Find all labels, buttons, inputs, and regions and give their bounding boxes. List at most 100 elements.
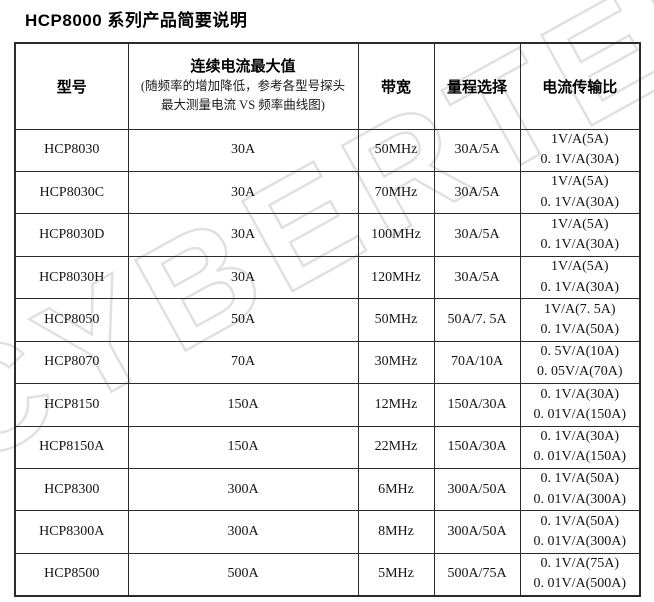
bandwidth-cell: 22MHz [357,425,435,470]
bandwidth-cell: 70MHz [357,170,435,215]
bandwidth-cell: 50MHz [357,128,435,172]
column-header-max-current: 连续电流最大值 (随频率的增加降低，参考各型号探头 最大测量电流 VS 频率曲线… [127,42,359,130]
table-row: HCP8030D 30A 100MHz 30A/5A 1V/A(5A) 0. 1… [14,213,641,257]
range-cell: 70A/10A [433,340,521,385]
ratio-line-1: 1V/A(5A) [550,216,609,232]
ratio-line-2: 0. 1V/A(30A) [540,279,620,295]
model-cell: HCP8050 [14,298,129,342]
range-cell: 50A/7. 5A [433,298,521,342]
header-row: 型号 连续电流最大值 (随频率的增加降低，参考各型号探头 最大测量电流 VS 频… [14,42,641,130]
column-header-bandwidth: 带宽 [357,42,435,130]
table-row: HCP8030 30A 50MHz 30A/5A 1V/A(5A) 0. 1V/… [14,128,641,172]
ratio-line-2: 0. 1V/A(30A) [540,152,620,168]
ratio-line-2: 0. 01V/A(150A) [533,406,627,422]
model-cell: HCP8300A [14,510,129,554]
range-cell: 150A/30A [433,383,521,427]
range-cell: 30A/5A [433,128,521,172]
ratio-line-2: 0. 01V/A(500A) [533,576,627,592]
table-row: HCP8150A 150A 22MHz 150A/30A 0. 1V/A(30A… [14,425,641,470]
bandwidth-cell: 50MHz [357,298,435,342]
max-current-cell: 300A [127,510,359,554]
max-current-cell: 150A [127,383,359,427]
ratio-line-1: 0. 1V/A(75A) [540,556,620,572]
ratio-line-2: 0. 01V/A(300A) [533,534,627,550]
model-cell: HCP8150A [14,425,129,470]
bandwidth-cell: 5MHz [357,552,435,597]
column-header-range-label: 量程选择 [446,78,507,96]
max-current-cell: 30A [127,170,359,215]
ratio-cell: 0. 1V/A(50A) 0. 01V/A(300A) [519,510,641,554]
max-current-note-line2: 最大测量电流 VS 频率曲线图) [161,98,325,113]
table-row: HCP8150 150A 12MHz 150A/30A 0. 1V/A(30A)… [14,383,641,427]
ratio-line-1: 0. 5V/A(10A) [540,344,620,360]
max-current-cell: 150A [127,425,359,470]
range-cell: 30A/5A [433,170,521,215]
bandwidth-cell: 120MHz [357,255,435,300]
ratio-line-1: 0. 1V/A(50A) [540,513,620,529]
ratio-line-2: 0. 01V/A(150A) [533,449,627,465]
model-cell: HCP8300 [14,467,129,512]
column-header-range: 量程选择 [433,42,521,130]
ratio-cell: 0. 1V/A(30A) 0. 01V/A(150A) [519,383,641,427]
table-row: HCP8300A 300A 8MHz 300A/50A 0. 1V/A(50A)… [14,510,641,554]
range-cell: 150A/30A [433,425,521,470]
model-cell: HCP8030D [14,213,129,257]
max-current-cell: 500A [127,552,359,597]
ratio-cell: 1V/A(5A) 0. 1V/A(30A) [519,128,641,172]
model-cell: HCP8030H [14,255,129,300]
ratio-cell: 1V/A(7. 5A) 0. 1V/A(50A) [519,298,641,342]
ratio-line-1: 1V/A(5A) [550,174,609,190]
column-header-model: 型号 [14,42,129,130]
ratio-cell: 1V/A(5A) 0. 1V/A(30A) [519,170,641,215]
max-current-title: 连续电流最大值 [190,58,296,76]
ratio-line-1: 1V/A(5A) [550,131,609,147]
max-current-cell: 50A [127,298,359,342]
max-current-cell: 30A [127,255,359,300]
spec-table-body: HCP8030 30A 50MHz 30A/5A 1V/A(5A) 0. 1V/… [14,128,641,597]
max-current-cell: 300A [127,467,359,512]
column-header-ratio: 电流传输比 [519,42,641,130]
table-row: HCP8030C 30A 70MHz 30A/5A 1V/A(5A) 0. 1V… [14,170,641,215]
bandwidth-cell: 30MHz [357,340,435,385]
model-cell: HCP8500 [14,552,129,597]
ratio-line-2: 0. 01V/A(300A) [533,491,627,507]
page-title: HCP8000 系列产品简要说明 [25,11,248,30]
range-cell: 300A/50A [433,467,521,512]
ratio-line-2: 0. 1V/A(30A) [540,194,620,210]
max-current-cell: 30A [127,213,359,257]
model-cell: HCP8030C [14,170,129,215]
max-current-cell: 30A [127,128,359,172]
ratio-line-1: 1V/A(5A) [550,259,609,275]
ratio-cell: 0. 1V/A(30A) 0. 01V/A(150A) [519,425,641,470]
model-cell: HCP8070 [14,340,129,385]
max-current-cell: 70A [127,340,359,385]
range-cell: 30A/5A [433,213,521,257]
model-cell: HCP8030 [14,128,129,172]
column-header-bandwidth-label: 带宽 [380,78,411,96]
spec-table: 型号 连续电流最大值 (随频率的增加降低，参考各型号探头 最大测量电流 VS 频… [14,42,641,597]
ratio-cell: 1V/A(5A) 0. 1V/A(30A) [519,255,641,300]
ratio-line-2: 0. 05V/A(70A) [536,364,623,380]
range-cell: 30A/5A [433,255,521,300]
ratio-line-2: 0. 1V/A(50A) [540,321,620,337]
ratio-cell: 0. 1V/A(50A) 0. 01V/A(300A) [519,467,641,512]
bandwidth-cell: 100MHz [357,213,435,257]
column-header-model-label: 型号 [56,78,87,96]
table-row: HCP8500 500A 5MHz 500A/75A 0. 1V/A(75A) … [14,552,641,597]
bandwidth-cell: 8MHz [357,510,435,554]
bandwidth-cell: 12MHz [357,383,435,427]
bandwidth-cell: 6MHz [357,467,435,512]
table-row: HCP8070 70A 30MHz 70A/10A 0. 5V/A(10A) 0… [14,340,641,385]
ratio-line-1: 0. 1V/A(50A) [540,471,620,487]
ratio-cell: 0. 1V/A(75A) 0. 01V/A(500A) [519,552,641,597]
ratio-line-2: 0. 1V/A(30A) [540,237,620,253]
spec-table-header: 型号 连续电流最大值 (随频率的增加降低，参考各型号探头 最大测量电流 VS 频… [14,42,641,130]
ratio-cell: 1V/A(5A) 0. 1V/A(30A) [519,213,641,257]
range-cell: 500A/75A [433,552,521,597]
ratio-line-1: 0. 1V/A(30A) [540,428,620,444]
ratio-cell: 0. 5V/A(10A) 0. 05V/A(70A) [519,340,641,385]
table-row: HCP8050 50A 50MHz 50A/7. 5A 1V/A(7. 5A) … [14,298,641,342]
table-row: HCP8030H 30A 120MHz 30A/5A 1V/A(5A) 0. 1… [14,255,641,300]
ratio-line-1: 1V/A(7. 5A) [543,301,616,317]
range-cell: 300A/50A [433,510,521,554]
